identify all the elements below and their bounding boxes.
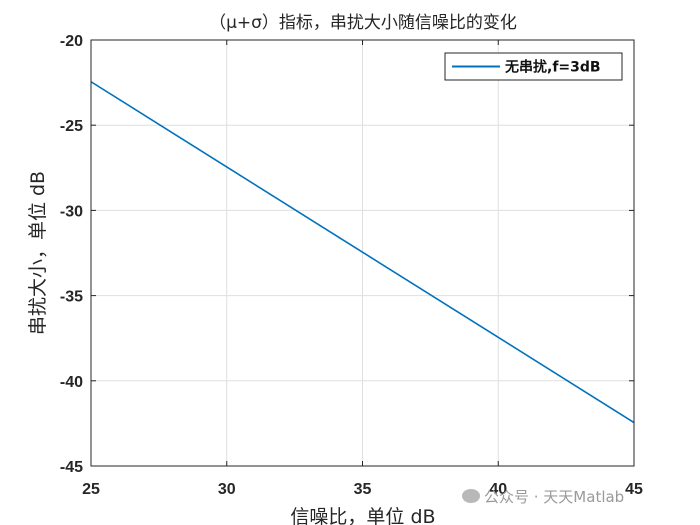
watermark: 公众号 · 天天Matlab [462, 486, 624, 507]
legend-label: 无串扰,f=3dB [504, 59, 601, 76]
series-line [90, 81, 635, 424]
legend: 无串扰,f=3dB [444, 52, 623, 81]
x-tick-label: 35 [354, 481, 372, 498]
y-tick-label: -25 [60, 118, 83, 135]
y-tick-label: -40 [60, 374, 83, 391]
y-tick-label: -45 [60, 459, 83, 476]
x-tick-label: 25 [82, 481, 100, 498]
y-axis-label: 串扰大小，单位 dB [27, 171, 49, 335]
wechat-icon [462, 489, 480, 503]
y-tick-label: -35 [60, 289, 83, 306]
x-axis-label: 信噪比，单位 dB [290, 506, 435, 525]
y-tick-label: -20 [60, 33, 83, 50]
y-tick-label: -30 [60, 203, 83, 220]
x-tick-label: 45 [625, 481, 643, 498]
series-group [90, 81, 635, 424]
plot-frame [90, 39, 635, 467]
watermark-text: 公众号 · 天天Matlab [484, 488, 625, 506]
x-tick-label: 40 [489, 481, 507, 498]
y-tick-labels: -20 -25 -30 -35 -40 -45 [60, 33, 83, 476]
x-tick-label: 30 [218, 481, 236, 498]
chart-title: （μ+σ）指标，串扰大小随信噪比的变化 [209, 13, 517, 33]
x-tick-labels: 25 30 35 40 45 [82, 481, 643, 498]
